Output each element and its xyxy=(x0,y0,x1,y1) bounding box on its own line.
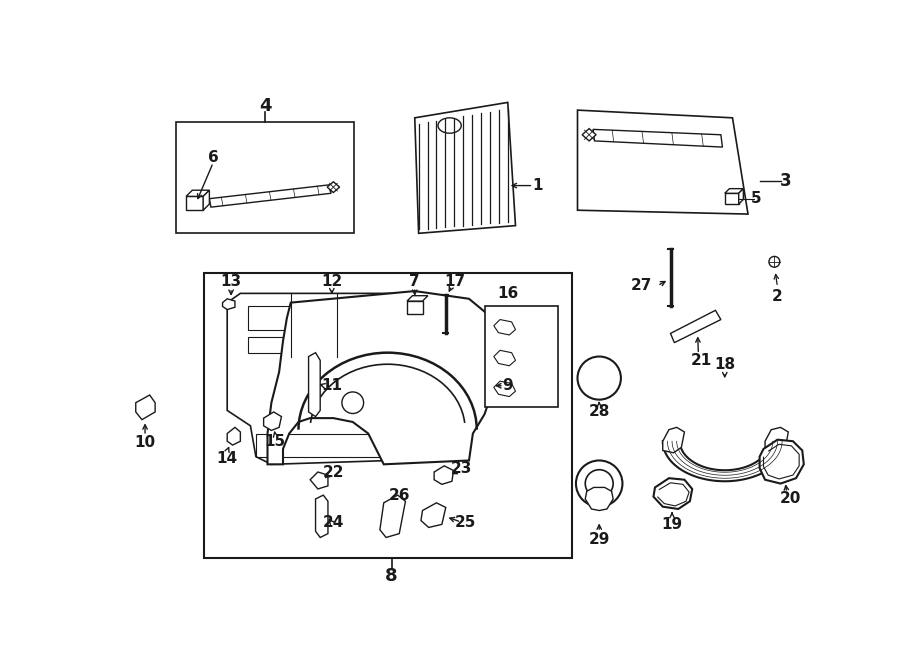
Text: 10: 10 xyxy=(134,435,156,450)
Polygon shape xyxy=(662,442,787,481)
Bar xyxy=(341,337,383,353)
Text: 2: 2 xyxy=(772,289,783,304)
Polygon shape xyxy=(267,291,499,464)
Text: 27: 27 xyxy=(631,278,652,293)
Text: 13: 13 xyxy=(220,274,241,290)
Text: 12: 12 xyxy=(321,274,343,289)
Text: 16: 16 xyxy=(497,286,518,301)
Circle shape xyxy=(576,461,623,507)
Bar xyxy=(724,193,739,204)
Polygon shape xyxy=(582,129,596,141)
Text: 26: 26 xyxy=(389,488,410,502)
Polygon shape xyxy=(434,466,454,485)
Bar xyxy=(186,196,203,210)
Polygon shape xyxy=(578,110,748,214)
Text: 8: 8 xyxy=(385,567,398,585)
Polygon shape xyxy=(186,190,210,196)
Polygon shape xyxy=(585,487,613,510)
Polygon shape xyxy=(760,440,804,484)
Text: 11: 11 xyxy=(321,378,342,393)
Bar xyxy=(341,307,383,330)
Text: 25: 25 xyxy=(454,514,476,529)
Polygon shape xyxy=(765,428,788,455)
Text: 20: 20 xyxy=(780,492,801,506)
Text: 19: 19 xyxy=(662,517,682,532)
Text: 5: 5 xyxy=(752,191,761,206)
Text: 1: 1 xyxy=(532,178,543,193)
Polygon shape xyxy=(724,188,743,193)
Bar xyxy=(248,307,291,330)
Text: 3: 3 xyxy=(779,172,791,190)
Circle shape xyxy=(342,392,364,414)
Bar xyxy=(484,307,558,407)
Bar xyxy=(407,301,422,314)
Polygon shape xyxy=(415,102,516,233)
Bar xyxy=(299,307,329,330)
Polygon shape xyxy=(227,293,413,464)
Polygon shape xyxy=(407,295,428,301)
Polygon shape xyxy=(309,353,320,416)
Text: 28: 28 xyxy=(589,405,610,420)
Text: 7: 7 xyxy=(410,274,420,289)
Ellipse shape xyxy=(769,256,779,267)
Polygon shape xyxy=(264,412,282,430)
Bar xyxy=(204,274,572,559)
Polygon shape xyxy=(222,299,235,309)
Ellipse shape xyxy=(438,118,461,134)
Text: 15: 15 xyxy=(265,434,286,449)
Text: 4: 4 xyxy=(259,97,272,115)
Text: 9: 9 xyxy=(502,378,513,393)
Text: 17: 17 xyxy=(445,274,465,289)
Polygon shape xyxy=(380,495,405,537)
Bar xyxy=(248,337,291,353)
Text: 23: 23 xyxy=(451,461,472,476)
Bar xyxy=(176,122,355,233)
Text: 22: 22 xyxy=(322,465,344,479)
Polygon shape xyxy=(316,495,328,537)
Polygon shape xyxy=(421,503,446,527)
Text: 6: 6 xyxy=(208,150,219,165)
Polygon shape xyxy=(136,395,155,420)
Text: 24: 24 xyxy=(323,514,344,529)
Polygon shape xyxy=(670,310,721,342)
Polygon shape xyxy=(662,428,685,453)
Text: 21: 21 xyxy=(691,353,712,368)
Text: 29: 29 xyxy=(589,532,610,547)
Circle shape xyxy=(585,470,613,498)
Polygon shape xyxy=(739,188,743,204)
Bar xyxy=(256,434,392,457)
Polygon shape xyxy=(310,472,328,489)
Circle shape xyxy=(578,356,621,400)
Polygon shape xyxy=(328,182,339,192)
Text: 18: 18 xyxy=(715,357,735,371)
Polygon shape xyxy=(653,478,692,509)
Polygon shape xyxy=(203,190,210,210)
Text: 14: 14 xyxy=(217,451,238,465)
Polygon shape xyxy=(227,428,240,445)
